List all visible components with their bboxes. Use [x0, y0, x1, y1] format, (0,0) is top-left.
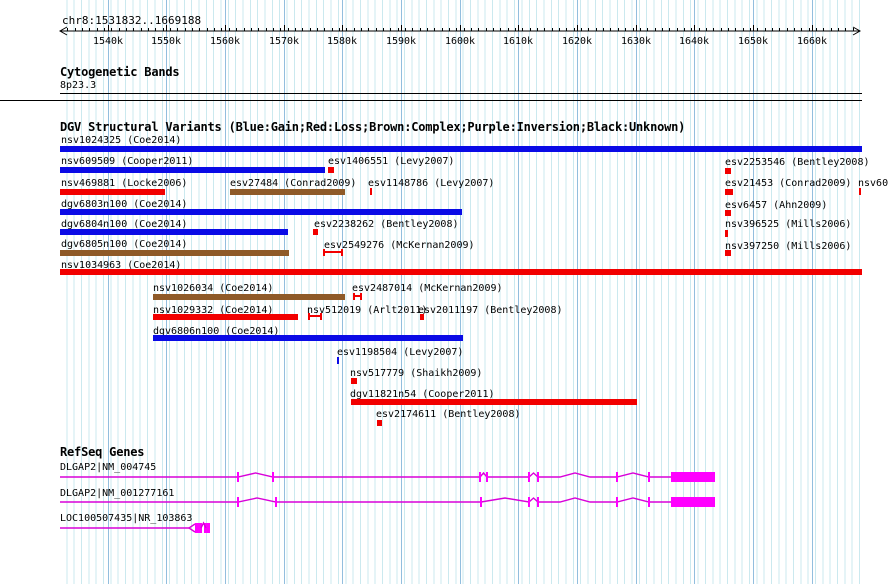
- variant-label[interactable]: dgv6803n100 (Coe2014): [61, 199, 188, 210]
- variant-tick[interactable]: [370, 188, 372, 195]
- variant-marker[interactable]: [351, 378, 357, 384]
- variant-tick[interactable]: [725, 230, 728, 237]
- variant-label[interactable]: esv21453 (Conrad2009): [725, 178, 852, 189]
- variant-label[interactable]: nsv1029332 (Coe2014): [153, 305, 274, 316]
- variant-label[interactable]: esv1148786 (Levy2007): [368, 178, 495, 189]
- major-gridline: [694, 0, 695, 584]
- variant-label[interactable]: nsv1026034 (Coe2014): [153, 283, 274, 294]
- plot-stripes-background: [60, 0, 862, 584]
- variant-marker[interactable]: [725, 189, 733, 195]
- major-gridline: [812, 0, 813, 584]
- variant-range-ibeam[interactable]: [323, 249, 343, 256]
- variant-bar[interactable]: [60, 146, 862, 152]
- variant-marker[interactable]: [377, 420, 382, 426]
- variant-label[interactable]: nsv396525 (Mills2006): [725, 219, 852, 230]
- variant-label[interactable]: esv2253546 (Bentley2008): [725, 157, 870, 168]
- cytogenetic-bands-header: Cytogenetic Bands: [60, 65, 180, 79]
- variant-label[interactable]: esv1198504 (Levy2007): [337, 347, 464, 358]
- major-gridline: [342, 0, 343, 584]
- variant-bar[interactable]: [60, 229, 288, 235]
- variant-label[interactable]: esv27484 (Conrad2009): [230, 178, 357, 189]
- variant-label[interactable]: nsv397250 (Mills2006): [725, 241, 852, 252]
- variant-range-ibeam[interactable]: [308, 313, 322, 320]
- variant-label[interactable]: esv2238262 (Bentley2008): [314, 219, 459, 230]
- variant-label[interactable]: esv2549276 (McKernan2009): [324, 240, 475, 251]
- variant-label[interactable]: nsv469881 (Locke2006): [61, 178, 188, 189]
- variant-label[interactable]: esv1406551 (Levy2007): [328, 156, 455, 167]
- variant-bar[interactable]: [153, 314, 298, 320]
- major-gridline: [577, 0, 578, 584]
- variant-bar[interactable]: [60, 167, 325, 173]
- variant-label[interactable]: nsv1034963 (Coe2014): [61, 260, 182, 271]
- variant-label[interactable]: nsv609509 (Cooper2011): [61, 156, 194, 167]
- variant-label[interactable]: esv2487014 (McKernan2009): [352, 283, 503, 294]
- region-title: chr8:1531832..1669188: [62, 14, 202, 27]
- variant-label[interactable]: dgv6805n100 (Coe2014): [61, 239, 188, 250]
- variant-label[interactable]: dgv11821n54 (Cooper2011): [350, 389, 495, 400]
- variant-bar[interactable]: [153, 335, 463, 341]
- major-gridline: [108, 0, 109, 584]
- dgv-track-header: DGV Structural Variants (Blue:Gain;Red:L…: [60, 120, 686, 134]
- variant-label[interactable]: dgv6804n100 (Coe2014): [61, 219, 188, 230]
- major-gridline: [284, 0, 285, 584]
- variant-label[interactable]: dgv6806n100 (Coe2014): [153, 326, 280, 337]
- cytoband-bar-bottom-edge: [0, 100, 862, 101]
- variant-label[interactable]: nsv517779 (Shaikh2009): [350, 368, 483, 379]
- variant-range-ibeam[interactable]: [353, 293, 362, 300]
- gene-label[interactable]: DLGAP2|NM_004745: [60, 462, 157, 473]
- variant-tick[interactable]: [337, 357, 339, 364]
- variant-marker[interactable]: [420, 314, 424, 320]
- variant-label[interactable]: esv2011197 (Bentley2008): [418, 305, 563, 316]
- variant-bar[interactable]: [351, 399, 637, 405]
- variant-bar[interactable]: [60, 269, 862, 275]
- major-gridline: [401, 0, 402, 584]
- major-gridline: [166, 0, 167, 584]
- major-gridline: [460, 0, 461, 584]
- cytoband-bar-top-edge: [60, 93, 862, 94]
- variant-marker[interactable]: [725, 250, 731, 256]
- variant-label[interactable]: esv6457 (Ahn2009): [725, 200, 828, 211]
- major-gridline: [753, 0, 754, 584]
- variant-label[interactable]: nsv60: [858, 178, 889, 189]
- variant-label[interactable]: esv2174611 (Bentley2008): [376, 409, 521, 420]
- variant-label[interactable]: nsv1024325 (Coe2014): [61, 135, 182, 146]
- variant-marker[interactable]: [725, 210, 731, 216]
- variant-bar[interactable]: [153, 294, 345, 300]
- variant-marker[interactable]: [313, 229, 318, 235]
- variant-marker[interactable]: [725, 168, 731, 174]
- variant-bar[interactable]: [60, 250, 289, 256]
- major-gridline: [518, 0, 519, 584]
- variant-tick[interactable]: [859, 188, 861, 195]
- major-gridline: [636, 0, 637, 584]
- major-gridline: [225, 0, 226, 584]
- variant-bar[interactable]: [60, 209, 462, 215]
- refseq-track-header: RefSeq Genes: [60, 445, 145, 459]
- variant-bar[interactable]: [230, 189, 345, 195]
- variant-marker[interactable]: [328, 167, 334, 173]
- gene-label[interactable]: DLGAP2|NM_001277161: [60, 488, 175, 499]
- cytoband-label: 8p23.3: [60, 80, 97, 91]
- variant-label[interactable]: nsv512019 (Arlt2011): [307, 305, 428, 316]
- variant-bar[interactable]: [60, 189, 165, 195]
- gene-label[interactable]: LOC100507435|NR_103863: [60, 513, 193, 524]
